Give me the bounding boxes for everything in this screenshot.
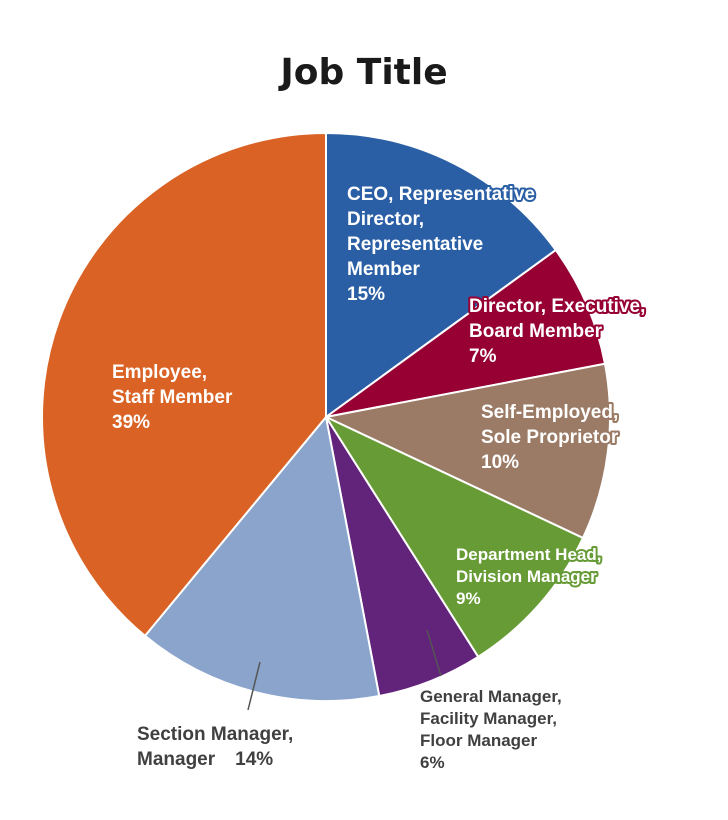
chart-title: Job Title [280, 52, 448, 93]
slice-percent: 6% [420, 753, 445, 772]
pie-slice-1 [325, 248, 607, 418]
pie-slice-3 [323, 414, 585, 659]
pie-slice-0 [325, 131, 558, 419]
leader-line-4 [426, 629, 442, 677]
pie-slice-5 [143, 414, 381, 702]
slice-label-3: Department Head, Division Manager 9% [456, 545, 601, 608]
slice-label-line: Board Member [469, 321, 603, 342]
slice-label-6: Employee, Staff Member 39% [112, 362, 233, 433]
slice-label-line: Member [347, 259, 420, 280]
slice-label-line: Section Manager, [137, 724, 293, 745]
slice-label-line: Department Head, [456, 545, 601, 564]
pie-slice-2 [322, 362, 611, 540]
slice-label-1: Director, Executive, Board Member 7% [469, 296, 645, 367]
slice-percent: 9% [456, 589, 481, 608]
slice-label-line: Staff Member [112, 387, 233, 408]
slice-percent: 10% [481, 452, 519, 473]
slice-label-4: General Manager, Facility Manager, Floor M… [420, 687, 562, 772]
slice-label-line: Self-Employed, [481, 402, 618, 423]
slice-label-line: General Manager, [420, 687, 562, 706]
slice-label-line: CEO, Representative [347, 184, 535, 205]
slice-label-line: Director, Executive, [469, 296, 645, 317]
slice-percent: 14% [235, 749, 273, 770]
slice-label-line: Manager [137, 749, 216, 770]
slice-label-5: Section Manager, Manager 14% [137, 724, 293, 770]
slice-label-line: Sole Proprietor [481, 427, 619, 448]
leader-line-5 [247, 661, 261, 711]
slice-percent: 7% [469, 346, 497, 367]
slice-label-0: CEO, Representative Director, Representati… [347, 184, 535, 305]
slice-label-line: Representative [347, 234, 483, 255]
slice-percent: 15% [347, 284, 385, 305]
slice-label-line: Facility Manager, [420, 709, 557, 728]
pie-slice-6 [40, 131, 327, 638]
slice-label-2: Self-Employed, Sole Proprietor 10% [481, 402, 619, 473]
slice-label-line: Division Manager [456, 567, 597, 586]
slice-label-line: Floor Manager [420, 731, 538, 750]
slice-label-line: Employee, [112, 362, 207, 383]
slice-percent: 39% [112, 412, 150, 433]
slice-label-line: Director, [347, 209, 424, 230]
